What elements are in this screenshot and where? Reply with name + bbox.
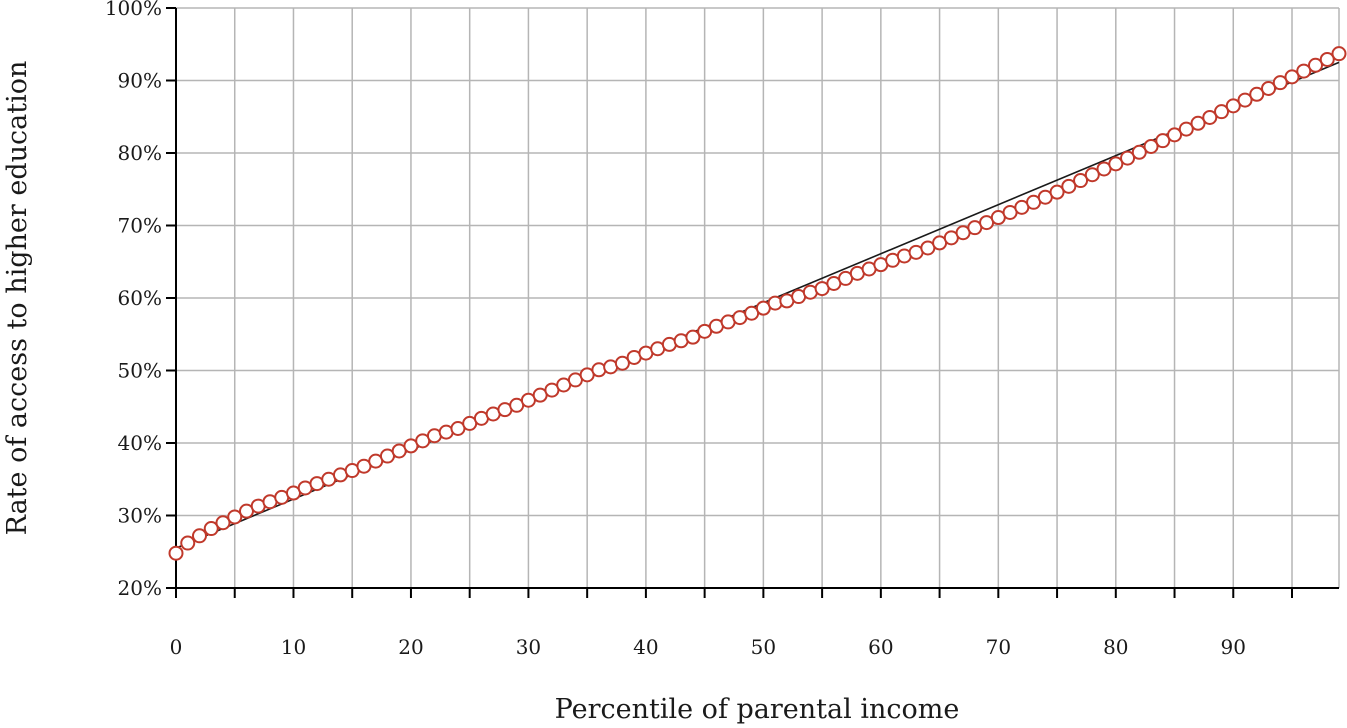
data-point xyxy=(191,528,207,544)
data-point xyxy=(1272,75,1288,91)
x-axis-title: Percentile of parental income xyxy=(555,694,960,725)
data-point xyxy=(1237,92,1253,108)
data-point xyxy=(227,509,243,525)
x-tick-label: 30 xyxy=(516,635,541,659)
data-point xyxy=(1214,104,1230,120)
data-point xyxy=(1319,51,1335,67)
data-point xyxy=(1073,173,1089,189)
data-point xyxy=(1155,133,1171,149)
x-tick-label: 70 xyxy=(986,635,1011,659)
tick-labels: 20% 30% 40% 50% 60% 70% 80% 90% 100% 0 10 20 30 40 50 6… xyxy=(105,0,1246,659)
x-tick-label: 80 xyxy=(1103,635,1128,659)
y-tick-label: 90% xyxy=(118,69,162,93)
y-tick-label: 100% xyxy=(105,0,162,20)
data-point xyxy=(1120,150,1136,166)
grid xyxy=(176,7,1340,588)
data-point xyxy=(614,355,630,371)
data-point xyxy=(1202,109,1218,125)
x-tick-label: 0 xyxy=(170,635,183,659)
data-point xyxy=(1049,184,1065,200)
axes xyxy=(166,7,1339,598)
data-point xyxy=(1061,178,1077,194)
data-point xyxy=(1167,127,1183,143)
data-point xyxy=(215,515,231,531)
data-point xyxy=(180,535,196,551)
x-tick-label: 10 xyxy=(281,635,306,659)
data-point xyxy=(1331,46,1347,62)
data-point xyxy=(1308,57,1324,73)
data-point xyxy=(168,545,184,561)
data-point xyxy=(1249,86,1265,102)
data-point xyxy=(767,295,783,311)
data-point xyxy=(1296,63,1312,79)
data-point xyxy=(1143,138,1159,154)
y-tick-label: 40% xyxy=(118,431,162,455)
x-tick-label: 90 xyxy=(1221,635,1246,659)
x-tick-label: 40 xyxy=(633,635,658,659)
x-tick-label: 50 xyxy=(751,635,776,659)
y-tick-label: 20% xyxy=(118,576,162,600)
y-tick-label: 80% xyxy=(118,141,162,165)
y-axis-title: Rate of access to higher education xyxy=(2,61,33,536)
data-point xyxy=(1084,167,1100,183)
y-tick-label: 30% xyxy=(118,504,162,528)
data-point xyxy=(1261,80,1277,96)
y-tick-label: 50% xyxy=(118,359,162,383)
data-point xyxy=(203,521,219,537)
data-point xyxy=(1108,156,1124,172)
data-point xyxy=(1284,69,1300,85)
data-point xyxy=(1225,98,1241,114)
y-tick-label: 70% xyxy=(118,214,162,238)
data-points xyxy=(168,46,1347,561)
y-tick-label: 60% xyxy=(118,286,162,310)
x-tick-label: 20 xyxy=(398,635,423,659)
data-point xyxy=(685,329,701,345)
data-point xyxy=(1131,144,1147,160)
data-point xyxy=(1178,121,1194,137)
data-point xyxy=(1190,115,1206,131)
x-tick-label: 60 xyxy=(868,635,893,659)
